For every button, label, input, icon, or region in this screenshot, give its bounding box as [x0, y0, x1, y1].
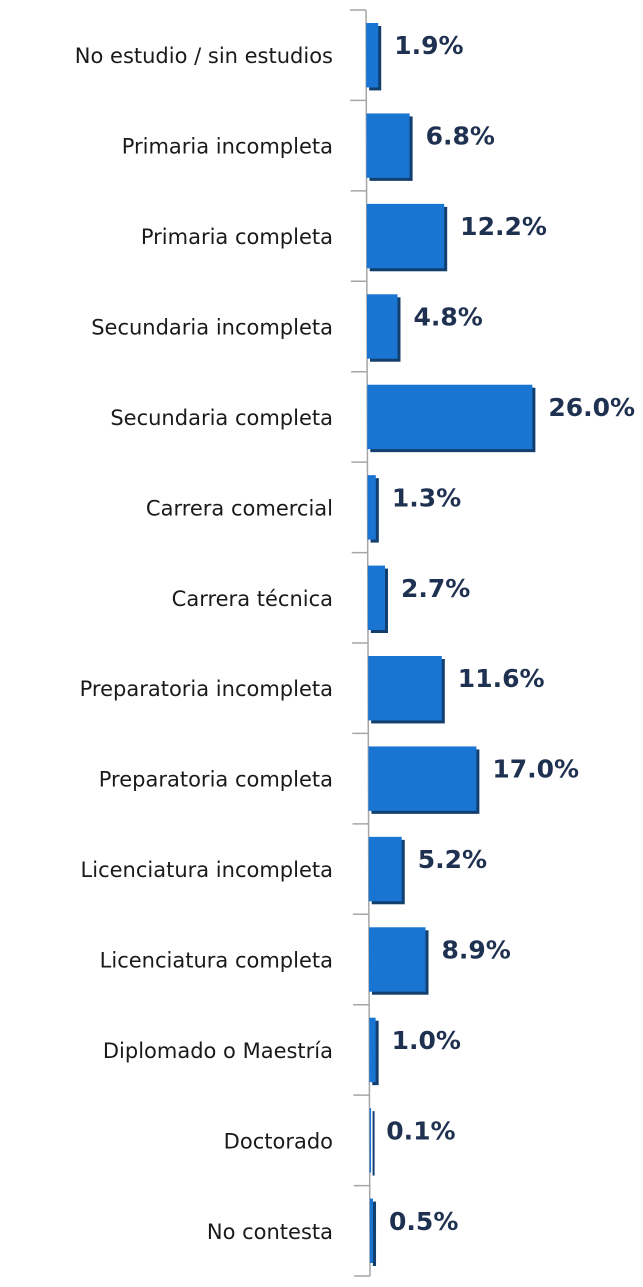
category-label: Secundaria completa	[110, 406, 333, 430]
category-label: Primaria incompleta	[122, 135, 333, 159]
bar	[369, 927, 426, 992]
value-label: 11.6%	[458, 664, 545, 693]
value-label: 1.0%	[392, 1026, 461, 1055]
bar	[368, 836, 402, 902]
category-label: Preparatoria incompleta	[80, 677, 333, 701]
value-label: 12.2%	[460, 212, 547, 241]
value-label: 0.5%	[389, 1207, 458, 1236]
category-label: Licenciatura incompleta	[81, 858, 333, 882]
bar	[367, 384, 533, 450]
value-label: 0.1%	[386, 1116, 455, 1145]
value-label: 26.0%	[548, 393, 635, 422]
category-label: Secundaria incompleta	[91, 316, 333, 340]
bar	[366, 23, 379, 88]
bar	[366, 113, 410, 178]
bar	[369, 1108, 372, 1173]
bar	[367, 475, 376, 540]
value-label: 5.2%	[418, 845, 487, 874]
bar	[367, 294, 398, 359]
bar	[366, 203, 445, 269]
value-label: 1.3%	[392, 483, 461, 512]
category-label: Doctorado	[224, 1129, 333, 1153]
bar-shadow	[372, 1201, 377, 1266]
bar	[368, 656, 442, 721]
category-label: No contesta	[207, 1220, 333, 1244]
value-label: 6.8%	[426, 122, 495, 151]
category-label: Preparatoria completa	[99, 768, 333, 792]
value-label: 1.9%	[394, 31, 463, 60]
category-label: Primaria completa	[141, 225, 333, 249]
value-label: 17.0%	[492, 755, 579, 784]
bar-shadow	[372, 1111, 375, 1176]
category-label: Carrera comercial	[146, 496, 333, 520]
bar	[367, 565, 386, 630]
bar	[369, 1198, 374, 1263]
value-label: 2.7%	[401, 574, 470, 603]
bar	[368, 746, 477, 811]
value-label: 8.9%	[442, 936, 511, 965]
category-label: Carrera técnica	[172, 587, 333, 611]
bar	[369, 1017, 376, 1083]
category-label: Licenciatura completa	[100, 949, 333, 973]
category-label: Diplomado o Maestría	[103, 1039, 333, 1063]
category-label: No estudio / sin estudios	[75, 44, 333, 68]
value-label: 4.8%	[413, 303, 482, 332]
